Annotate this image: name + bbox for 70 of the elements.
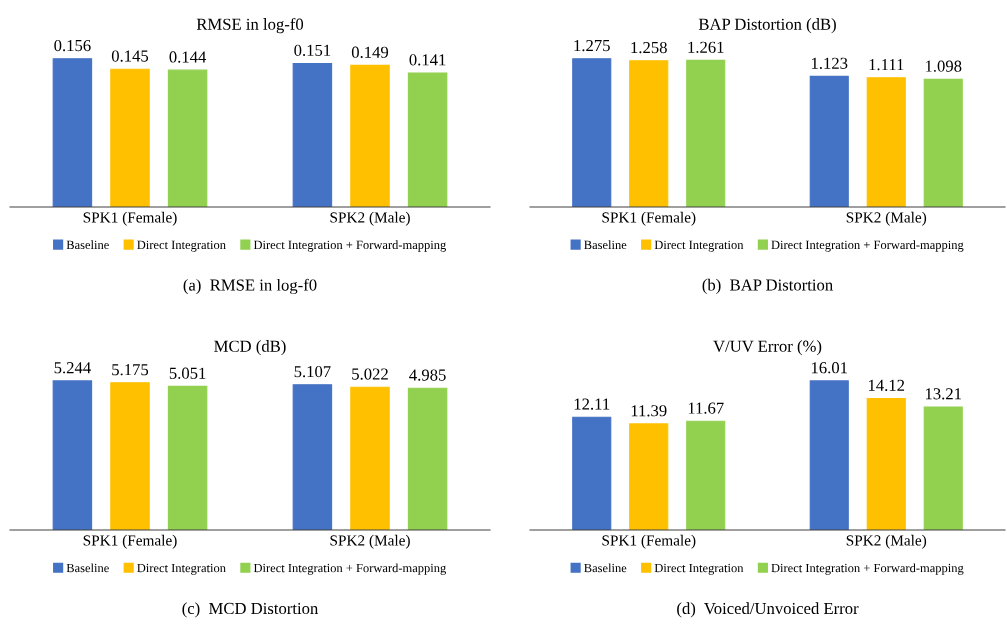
legend-label: Direct Integration: [654, 563, 744, 575]
legend-label: Direct Integration + Forward-mapping: [771, 563, 964, 575]
legend-label: Direct Integration: [137, 563, 226, 575]
data-label: 0.145: [111, 50, 149, 62]
text: (a) RMSE in log-f0: [183, 278, 317, 295]
data-label: 1.261: [688, 41, 724, 53]
data-label: 0.144: [169, 51, 207, 63]
bar: [167, 69, 208, 207]
data-label: 0.151: [294, 44, 331, 57]
bar: [686, 59, 726, 207]
bar: [866, 77, 906, 207]
x-tick-label: SPK1 (Female): [602, 211, 696, 226]
data-label: 0.156: [54, 39, 91, 52]
bar: [629, 60, 669, 207]
data-label: 4.985: [409, 369, 446, 381]
x-tick-label: SPK1 (Female): [83, 534, 177, 549]
data-label: 5.022: [352, 368, 388, 380]
data-label: 1.111: [869, 59, 904, 71]
legend-label: Direct Integration: [654, 240, 744, 252]
data-label: 1.098: [925, 60, 962, 72]
bar: [572, 416, 612, 530]
bar: [572, 58, 612, 207]
bar: [52, 58, 93, 207]
x-tick-label: SPK2 (Male): [846, 211, 927, 226]
data-label: 5.051: [169, 367, 206, 379]
data-label: 13.21: [925, 388, 961, 400]
bar: [110, 68, 150, 207]
data-label: 5.244: [54, 362, 91, 374]
legend-label: Baseline: [66, 563, 109, 573]
bar: [923, 78, 963, 207]
legend-label: Direct Integration: [137, 240, 226, 252]
bar: [923, 406, 963, 530]
data-label: 5.107: [294, 365, 331, 378]
data-label: 0.149: [351, 46, 389, 58]
data-label: 1.123: [811, 57, 848, 69]
data-label: 16.01: [811, 362, 847, 374]
data-label: 14.12: [868, 379, 905, 391]
data-label: 11.39: [631, 405, 667, 417]
legend-label: Baseline: [66, 240, 109, 250]
x-tick-label: SPK1 (Female): [83, 211, 177, 226]
bar: [407, 72, 448, 207]
chart-title: RMSE in log-f0: [196, 17, 304, 34]
legend-label: Direct Integration + Forward-mapping: [253, 563, 447, 575]
legend-label: Direct Integration + Forward-mapping: [771, 240, 964, 252]
legend-label: Baseline: [584, 240, 627, 250]
text: (d) Voiced/Unvoiced Error: [677, 602, 859, 618]
data-label: 0.141: [409, 54, 446, 66]
data-label: 1.275: [574, 40, 610, 52]
bar: [629, 423, 669, 530]
data-label: 5.175: [112, 364, 149, 376]
data-label: 12.11: [574, 398, 610, 410]
x-tick-label: SPK2 (Male): [330, 211, 410, 226]
bar: [809, 380, 849, 530]
bar: [292, 62, 333, 207]
x-tick-label: SPK1 (Female): [602, 534, 696, 549]
legend-label: Baseline: [584, 563, 627, 573]
bar: [809, 75, 849, 207]
bar: [350, 64, 390, 207]
text: (c) MCD Distortion: [182, 602, 319, 618]
data-label: 1.258: [631, 41, 667, 54]
data-label: 11.67: [688, 402, 724, 414]
chart-title: BAP Distortion (dB): [698, 18, 836, 34]
bar: [866, 397, 906, 530]
text: (b) BAP Distortion: [702, 278, 833, 294]
chart-title: V/UV Error (%): [713, 340, 822, 356]
x-tick-label: SPK2 (Male): [846, 534, 927, 549]
bar: [686, 420, 726, 530]
x-tick-label: SPK2 (Male): [330, 534, 410, 549]
chart-title: MCD (dB): [214, 340, 286, 356]
legend-label: Direct Integration + Forward-mapping: [253, 240, 447, 252]
